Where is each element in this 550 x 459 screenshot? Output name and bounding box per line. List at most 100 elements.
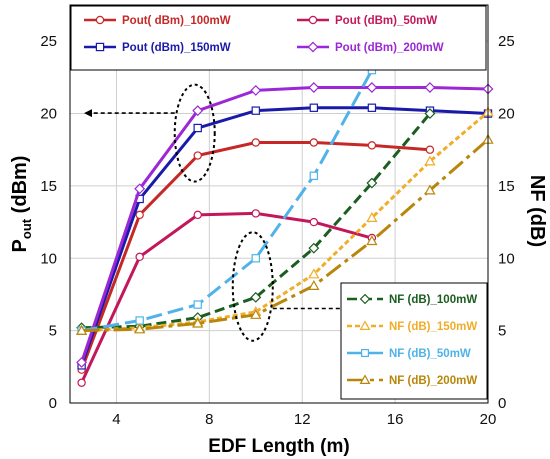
- legend-swatch-marker: [359, 293, 371, 305]
- y-left-tick-label: 20: [40, 106, 57, 123]
- data-point-nf-db-150mw: [366, 211, 378, 222]
- x-tick-label: 16: [387, 411, 404, 428]
- data-point-nf-db-200mw: [424, 184, 436, 195]
- y-right-tick-label: 25: [498, 33, 515, 50]
- legend-bottom: NF (dB)_100mW NF (dB)_150mW NF (dB)_50mW NF…: [340, 282, 488, 400]
- data-point-pout-dbm-200mw: [192, 105, 204, 117]
- data-point-nf-db-100mw: [308, 242, 320, 254]
- data-point-nf-db-200mw: [134, 323, 146, 334]
- series-line-pout-dbm-200mw: [80, 85, 489, 363]
- legend-bottom-item: NF (dB)_150mW: [347, 320, 477, 333]
- annotation-ellipse: [231, 231, 274, 342]
- legend-swatch-marker: [95, 42, 105, 52]
- annotation-arrow-head: [84, 109, 92, 118]
- legend-label: Pout (dBm)_150mW: [122, 42, 231, 54]
- legend-label: NF (dB)_200mW: [389, 375, 477, 387]
- data-point-pout-dbm-50mw: [193, 210, 202, 220]
- data-point-pout-dbm-200mw: [308, 82, 320, 93]
- data-point-nf-db-50mw: [135, 316, 144, 325]
- legend-label: Pout( dBm)_100mW: [122, 15, 231, 27]
- y-right-tick-label: 20: [498, 106, 515, 123]
- data-point-pout-dbm-200mw: [250, 84, 262, 96]
- plot-frame: [69, 4, 489, 404]
- data-point-pout-dbm-150mw: [193, 123, 202, 133]
- data-point-pout-dbm-200mw: [366, 82, 378, 93]
- data-point-pout-dbm-50mw: [135, 252, 144, 262]
- data-point-nf-db-150mw: [424, 155, 436, 166]
- y-left-tick-label: 5: [49, 323, 57, 340]
- y-right-tick-label: 0: [498, 395, 506, 412]
- legend-label: NF (dB)_100mW: [389, 294, 477, 306]
- series-line-pout-dbm-50mw: [80, 211, 373, 384]
- y-left-tick-label: 10: [40, 250, 57, 267]
- series-pout-dbm-200mw: [76, 82, 494, 368]
- x-tick-label: 4: [112, 411, 120, 428]
- legend-label: NF (dB)_150mW: [389, 321, 477, 333]
- y-axis-left-title-sub: out: [19, 218, 34, 239]
- data-point-nf-db-50mw: [193, 300, 202, 309]
- data-point-pout-dbm-50mw: [251, 209, 260, 218]
- legend-label: Pout (dBm)_200mW: [335, 42, 444, 54]
- data-point-pout-dbm-150mw: [367, 103, 377, 112]
- legend-swatch-marker: [361, 349, 370, 358]
- data-point-pout-dbm-100mw: [425, 145, 435, 154]
- legend-label: NF (dB)_50mW: [389, 348, 471, 360]
- legend-swatch-marker: [359, 320, 371, 330]
- series-pout-dbm-50mw: [77, 209, 377, 387]
- legend-swatch-marker: [308, 15, 318, 25]
- data-point-nf-db-100mw: [424, 108, 436, 119]
- data-point-pout-dbm-150mw: [309, 103, 319, 112]
- y-left-tick-label: 25: [40, 33, 57, 50]
- legend-bottom-item: NF (dB)_50mW: [347, 348, 471, 360]
- annotation-ellipse: [173, 83, 216, 183]
- legend-bottom-item: NF (dB)_100mW: [347, 293, 477, 306]
- y-right-tick-label: 5: [498, 323, 506, 340]
- svg-text:Pout (dBm): Pout (dBm): [9, 156, 34, 253]
- data-point-pout-dbm-150mw: [251, 106, 260, 115]
- series-line-pout-dbm-150mw: [80, 106, 489, 366]
- data-point-nf-db-200mw: [192, 317, 204, 328]
- legend-bottom-item: NF (dB)_200mW: [347, 374, 477, 387]
- legend-top-item: Pout (dBm)_150mW: [84, 42, 231, 54]
- data-point-pout-dbm-50mw: [77, 378, 86, 387]
- y-axis-left-title-main: P: [9, 239, 31, 252]
- x-axis-title: EDF Length (m): [208, 436, 349, 457]
- data-point-nf-db-200mw: [75, 324, 88, 335]
- legend-swatch-marker: [359, 374, 371, 384]
- data-point-nf-db-150mw: [308, 268, 320, 279]
- series-line-nf-db-50mw: [81, 69, 374, 333]
- data-point-pout-dbm-100mw: [193, 151, 202, 160]
- data-point-pout-dbm-100mw: [367, 141, 377, 150]
- data-point-nf-db-200mw: [308, 279, 320, 290]
- data-point-pout-dbm-200mw: [134, 183, 146, 195]
- legend-top-item: Pout( dBm)_100mW: [84, 15, 231, 27]
- y-axis-left-title: Pout (dBm): [9, 156, 34, 253]
- legend-top-frame: [70, 5, 487, 71]
- data-point-pout-dbm-200mw: [76, 357, 88, 368]
- data-point-nf-db-200mw: [250, 308, 262, 319]
- data-point-nf-db-100mw: [366, 177, 378, 189]
- x-tick-label: 20: [480, 411, 497, 428]
- data-point-pout-dbm-100mw: [135, 210, 144, 220]
- data-point-pout-dbm-50mw: [309, 217, 319, 227]
- y-axis-left-title-unit: (dBm): [9, 156, 31, 214]
- legend-top: Pout( dBm)_100mW Pout (dBm)_50mW Pout (dBm…: [70, 5, 487, 71]
- legend-top-item: Pout (dBm)_50mW: [297, 15, 437, 27]
- legend-top-item: Pout (dBm)_200mW: [297, 41, 444, 54]
- y-right-tick-label: 10: [498, 250, 515, 267]
- data-point-nf-db-100mw: [250, 291, 262, 303]
- data-point-pout-dbm-100mw: [251, 138, 260, 147]
- x-tick-label: 12: [294, 411, 311, 428]
- x-tick-label: 8: [205, 411, 213, 428]
- series-line-nf-db-200mw: [81, 138, 489, 333]
- y-left-tick-label: 15: [40, 178, 57, 195]
- data-point-pout-dbm-200mw: [424, 82, 436, 93]
- y-left-tick-label: 0: [49, 395, 57, 412]
- data-point-nf-db-200mw: [366, 235, 378, 246]
- data-point-pout-dbm-100mw: [309, 138, 319, 147]
- data-point-nf-db-50mw: [251, 254, 260, 263]
- series-nf-db-200mw: [75, 133, 494, 335]
- y-right-tick-label: 15: [498, 178, 515, 195]
